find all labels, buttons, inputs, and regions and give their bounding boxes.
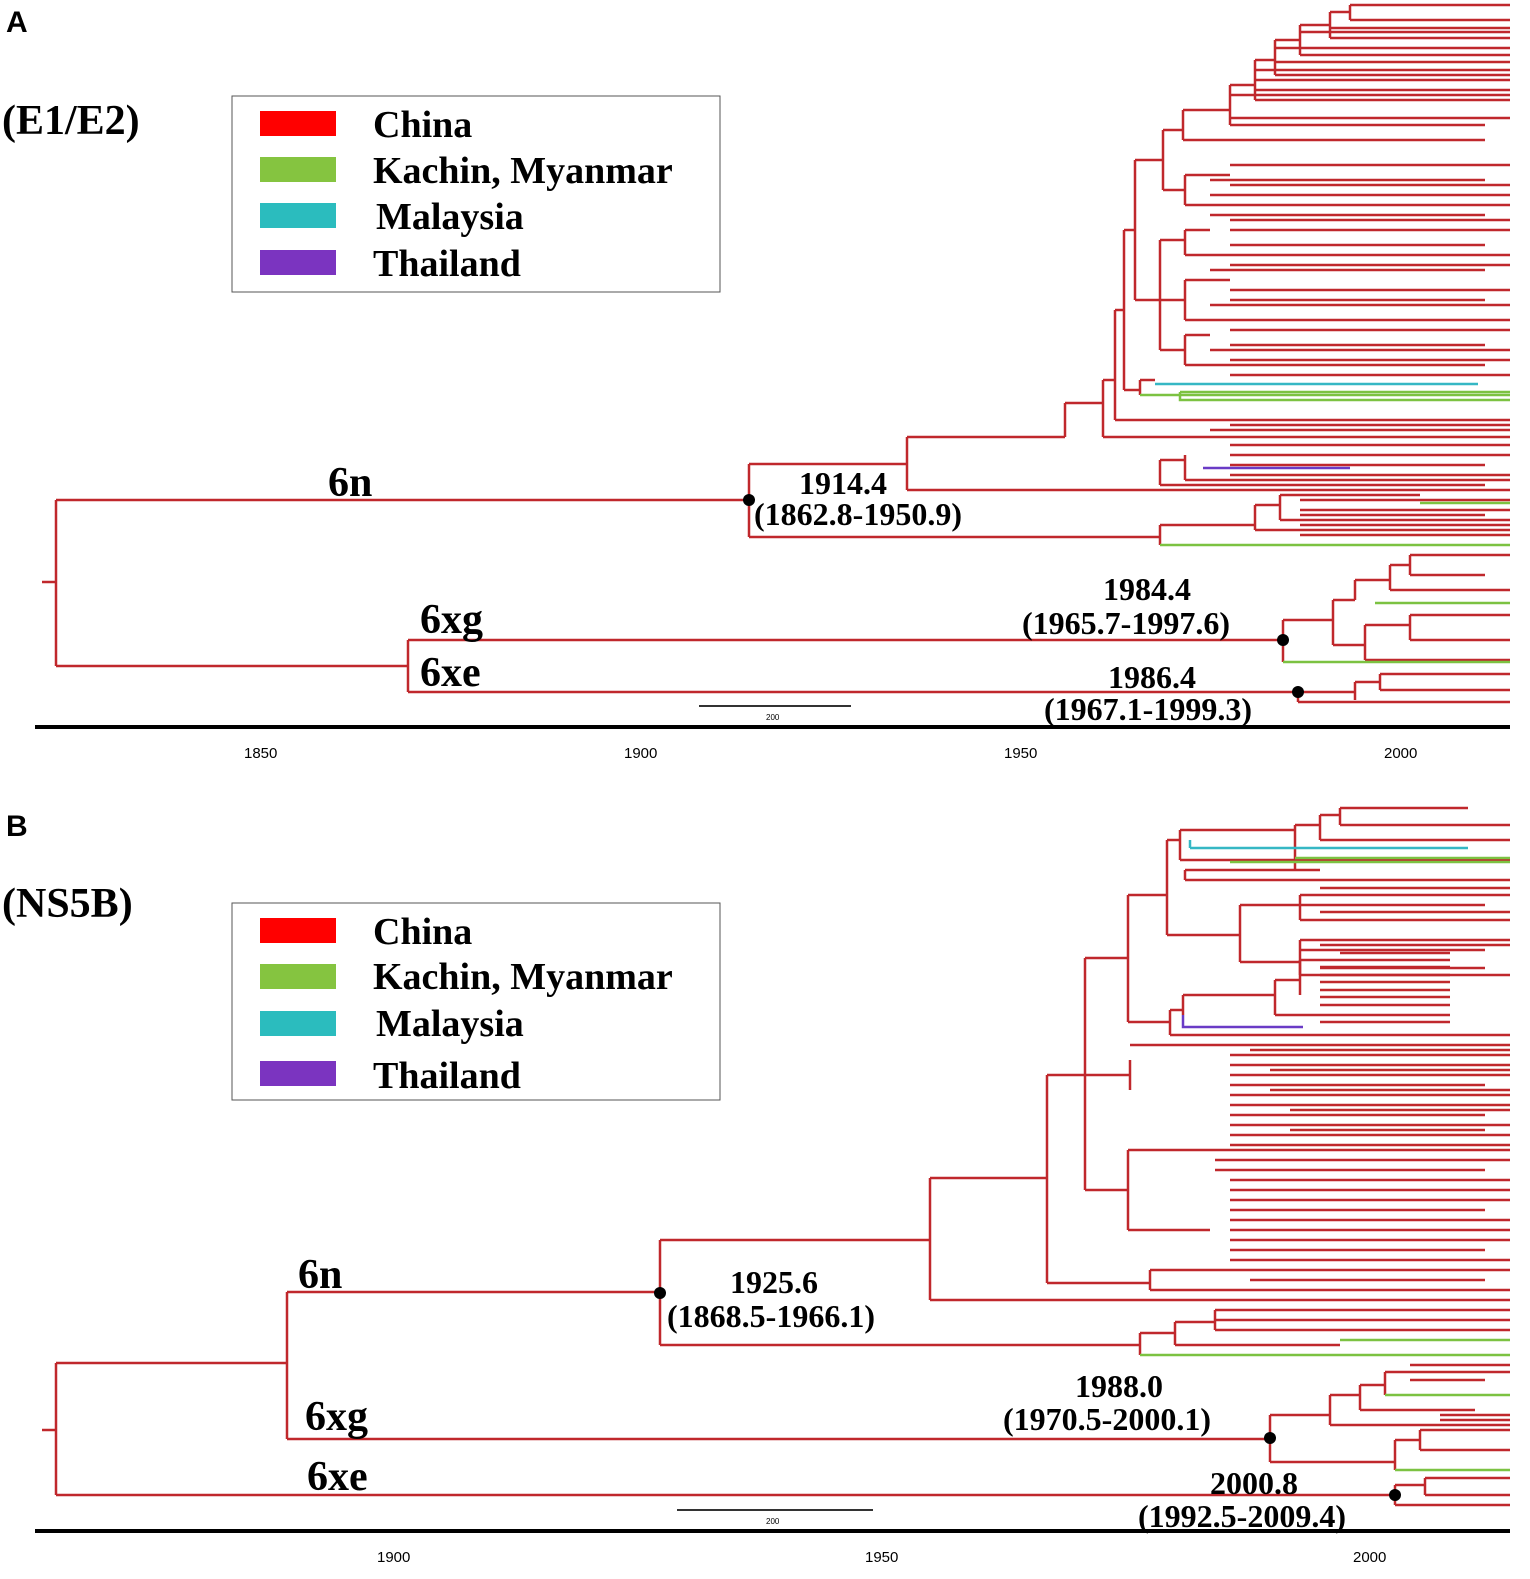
node-dot-6xe: [1292, 686, 1304, 698]
legend-swatch-kachin: [260, 157, 336, 182]
node-hpd-6xg: (1970.5-2000.1): [1003, 1401, 1211, 1437]
node-dot-6n: [743, 494, 755, 506]
legend-swatch-thailand: [260, 250, 336, 275]
node-date-6xe: 2000.8: [1210, 1465, 1298, 1501]
panel-b-colored-lineages: [1140, 840, 1510, 1472]
legend-label-china: China: [373, 911, 472, 953]
scale-bar-label: 200: [766, 713, 780, 722]
node-hpd-6n: (1862.8-1950.9): [754, 496, 962, 532]
node-date-6xe: 1986.4: [1108, 659, 1196, 695]
axis-tick-1950: 1950: [865, 1549, 898, 1566]
legend-label-thailand: Thailand: [373, 1055, 521, 1097]
node-hpd-6xg: (1965.7-1997.6): [1022, 605, 1230, 641]
panel-b: B (NS5B) China Kachin, Myanmar Malaysia …: [2, 806, 1510, 1566]
panel-b-legend: China Kachin, Myanmar Malaysia Thailand: [231, 902, 721, 1101]
panel-a-tree: [42, 5, 1510, 704]
clade-label-6xe: 6xe: [307, 1454, 368, 1500]
node-hpd-6xe: (1992.5-2009.4): [1138, 1498, 1346, 1534]
legend-label-china: China: [373, 104, 472, 146]
node-hpd-6xe: (1967.1-1999.3): [1044, 691, 1252, 727]
scale-bar-label: 200: [766, 1517, 780, 1526]
panel-b-tree: [42, 806, 1510, 1507]
legend-label-malaysia: Malaysia: [376, 196, 524, 238]
tree-link: [1130, 1043, 1510, 1147]
panel-a-gene-label: (E1/E2): [2, 98, 140, 144]
legend-label-thailand: Thailand: [373, 243, 521, 285]
tree-link: [1410, 1363, 1510, 1422]
axis-tick-1850: 1850: [244, 745, 277, 762]
clade-label-6n: 6n: [298, 1252, 342, 1298]
legend-swatch-china: [260, 111, 336, 136]
node-date-6n: 1914.4: [799, 465, 887, 501]
axis-tick-1900: 1900: [377, 1549, 410, 1566]
panel-a-letter: A: [6, 6, 28, 39]
panel-a-legend: China Kachin, Myanmar Malaysia Thailand: [231, 95, 721, 293]
legend-label-kachin: Kachin, Myanmar: [373, 956, 673, 998]
node-dot-6n: [654, 1287, 666, 1299]
tree-link: [1300, 886, 1510, 977]
node-date-6xg: 1988.0: [1075, 1368, 1163, 1404]
node-dot-6xe: [1389, 1489, 1401, 1501]
tree-link: [1300, 498, 1510, 537]
lineage-kachin: [1230, 856, 1510, 864]
panel-b-tips: [1130, 886, 1510, 1422]
tree-link: [1215, 1268, 1510, 1332]
node-dot-6xg: [1264, 1432, 1276, 1444]
tree-link: [1320, 951, 1450, 1024]
node-hpd-6n: (1868.5-1966.1): [667, 1298, 875, 1334]
lineage-kachin: [1140, 390, 1510, 397]
axis-tick-1950: 1950: [1004, 745, 1037, 762]
panel-b-gene-label: (NS5B): [2, 881, 133, 927]
tree-link: [1215, 1148, 1510, 1262]
legend-swatch-china: [260, 918, 336, 943]
lineage-thailand: [1181, 1015, 1303, 1029]
node-dot-6xg: [1277, 634, 1289, 646]
clade-label-6xg: 6xg: [305, 1394, 368, 1440]
panel-a: A (E1/E2) China Kachin, Myanmar Malaysia…: [2, 3, 1510, 762]
legend-swatch-thailand: [260, 1061, 336, 1086]
legend-label-malaysia: Malaysia: [376, 1003, 524, 1045]
node-date-6n: 1925.6: [730, 1264, 818, 1300]
axis-tick-2000: 2000: [1353, 1549, 1386, 1566]
tree-link: [1210, 423, 1510, 477]
clade-label-6n: 6n: [328, 460, 372, 506]
legend-label-kachin: Kachin, Myanmar: [373, 150, 673, 192]
tree-link: [1185, 228, 1230, 257]
tree-link: [1230, 3, 1510, 120]
node-date-6xg: 1984.4: [1103, 571, 1191, 607]
legend-swatch-malaysia: [260, 203, 336, 228]
tree-link: [1210, 163, 1510, 377]
panel-a-tips: [1140, 3, 1510, 537]
axis-tick-1900: 1900: [624, 745, 657, 762]
clade-label-6xg: 6xg: [420, 597, 483, 643]
panel-a-colored-lineages: [1140, 382, 1510, 664]
legend-swatch-malaysia: [260, 1011, 336, 1036]
panel-b-letter: B: [6, 810, 28, 843]
clade-label-6xe: 6xe: [420, 650, 481, 696]
legend-swatch-kachin: [260, 964, 336, 989]
axis-tick-2000: 2000: [1384, 745, 1417, 762]
lineage-kachin-2: [1178, 392, 1510, 402]
